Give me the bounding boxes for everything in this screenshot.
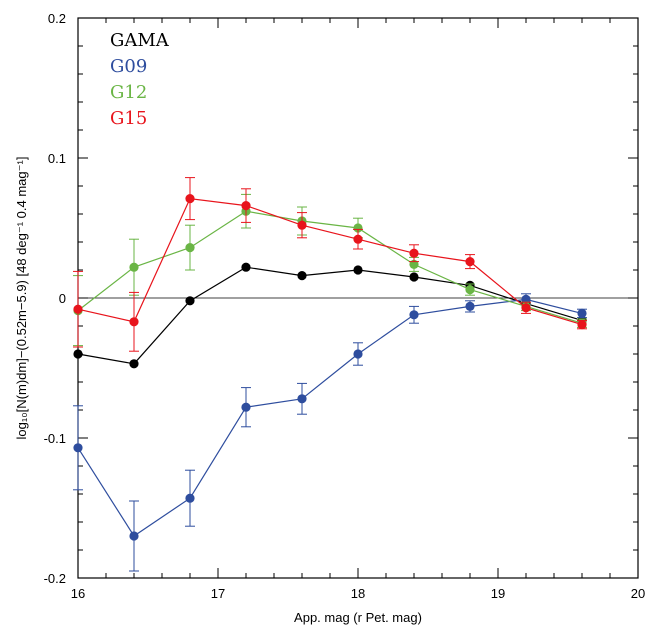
data-point: [577, 320, 587, 330]
series-line: [77, 197, 583, 326]
y-axis-title: log₁₀[N(m)dm]−(0.52m−5.9) [48 deg⁻¹ 0.4 …: [14, 157, 29, 440]
y-tick-label: -0.1: [44, 431, 66, 446]
data-point: [129, 262, 139, 272]
series-g15: [73, 177, 587, 352]
x-tick-label: 16: [71, 586, 85, 601]
data-point: [185, 194, 195, 204]
x-tick-label: 20: [631, 586, 645, 601]
data-point: [129, 531, 139, 541]
data-point: [73, 304, 83, 314]
x-axis-title: App. mag (r Pet. mag): [294, 610, 422, 625]
y-tick-label: 0.2: [48, 11, 66, 26]
series-line: [77, 210, 583, 324]
x-tick-label: 18: [351, 586, 365, 601]
data-point: [353, 349, 363, 359]
legend-entry: G12: [110, 82, 147, 103]
legend-entry: GAMA: [110, 30, 170, 51]
series-g12: [73, 193, 587, 347]
plot-area: [77, 17, 639, 579]
series-layer: [73, 177, 587, 572]
legend: GAMA G09 G12 G15: [110, 30, 170, 129]
x-tick-label: 19: [491, 586, 505, 601]
legend-entry: G09: [110, 56, 147, 77]
y-tick-label: 0.1: [48, 151, 66, 166]
data-point: [465, 301, 475, 311]
data-point: [409, 248, 419, 258]
x-tick-label: 17: [211, 586, 225, 601]
series-line: [77, 266, 583, 365]
series-line: [77, 298, 583, 537]
data-point: [465, 285, 475, 295]
data-point: [297, 394, 307, 404]
data-point: [241, 201, 251, 211]
y-tick-label: 0: [59, 291, 66, 306]
data-point: [409, 272, 419, 282]
data-point: [185, 296, 195, 306]
data-point: [73, 443, 83, 453]
data-point: [185, 493, 195, 503]
data-point: [73, 349, 83, 359]
legend-entry: G15: [110, 108, 147, 129]
axis-ticks: 16 17 18 19 20 -0.2 -0.1 0 0.1 0.2: [44, 11, 646, 601]
data-point: [409, 310, 419, 320]
data-point: [297, 271, 307, 281]
data-point: [185, 243, 195, 253]
data-point: [465, 257, 475, 267]
data-point: [241, 262, 251, 272]
data-point: [129, 317, 139, 327]
data-point: [297, 220, 307, 230]
data-point: [353, 265, 363, 275]
data-point: [129, 359, 139, 369]
data-point: [353, 223, 363, 233]
series-g09: [73, 293, 587, 572]
data-point: [353, 234, 363, 244]
data-point: [521, 303, 531, 313]
data-point: [577, 308, 587, 318]
y-tick-label: -0.2: [44, 571, 66, 586]
data-point: [241, 402, 251, 412]
series-gama: [73, 262, 587, 369]
